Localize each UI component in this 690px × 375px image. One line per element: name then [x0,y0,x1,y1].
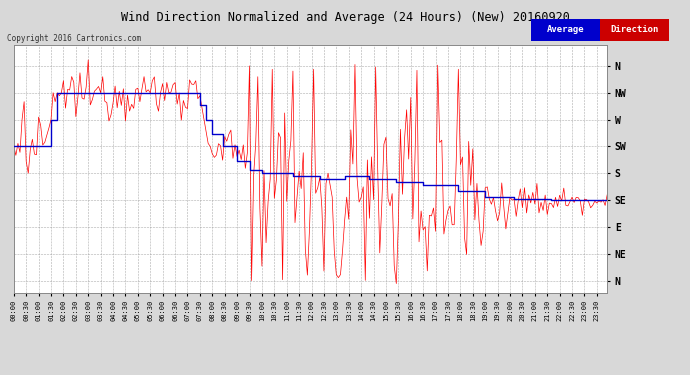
Text: Average: Average [547,26,584,34]
Text: Direction: Direction [611,26,659,34]
Text: Wind Direction Normalized and Average (24 Hours) (New) 20160920: Wind Direction Normalized and Average (2… [121,11,569,24]
Text: Copyright 2016 Cartronics.com: Copyright 2016 Cartronics.com [7,34,141,43]
